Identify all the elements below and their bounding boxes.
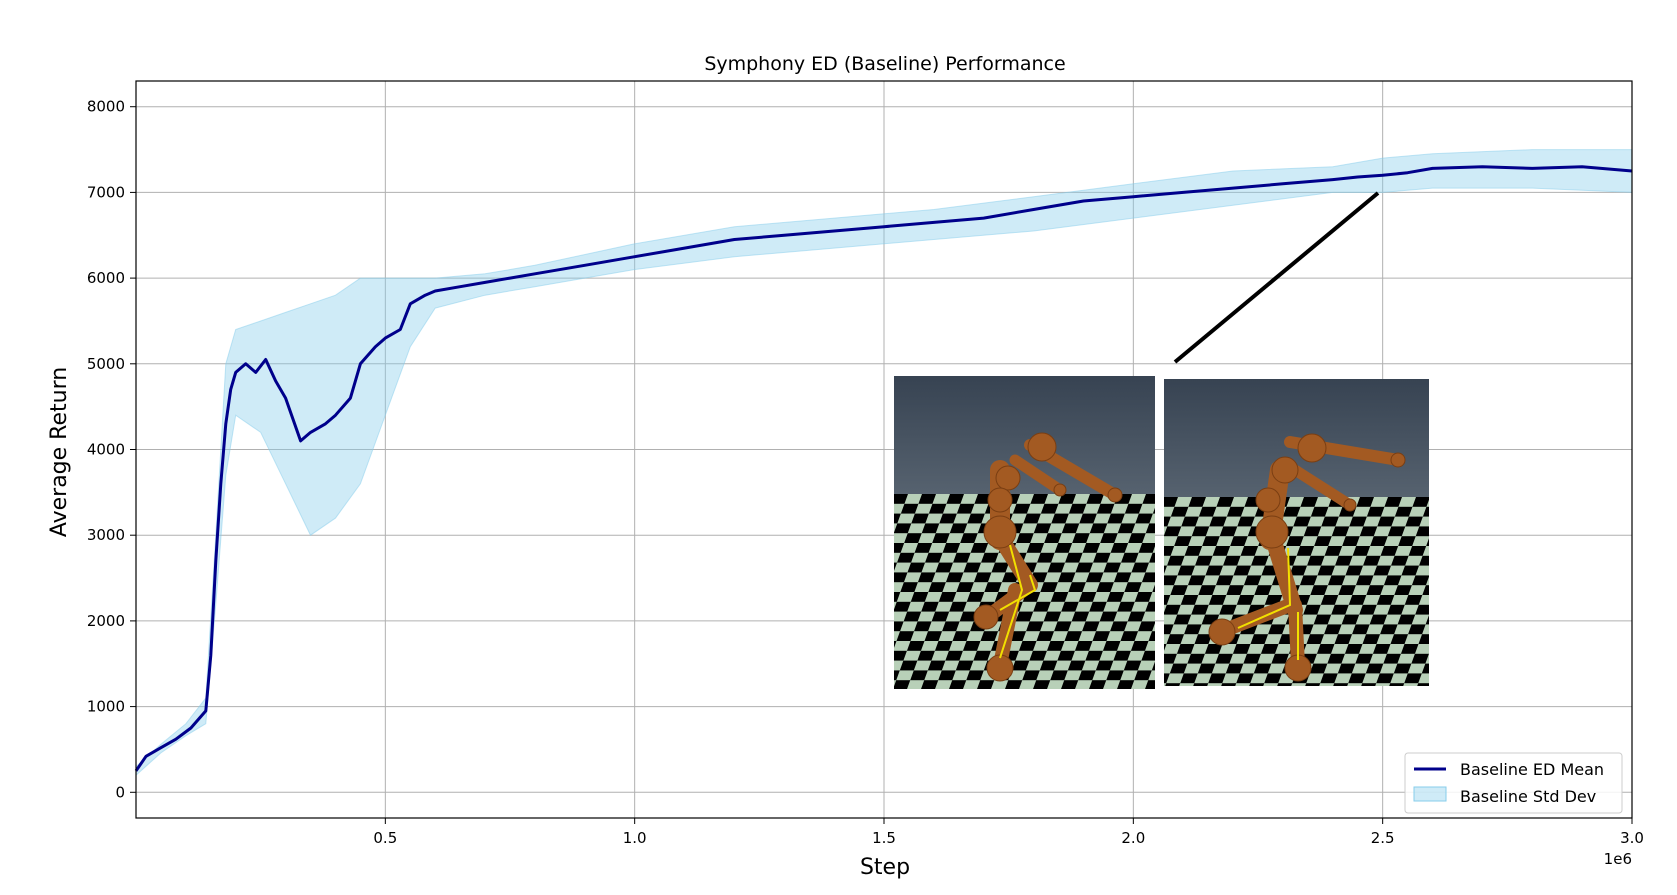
y-tick-label: 8000 bbox=[87, 98, 125, 116]
x-offset-label: 1e6 bbox=[1604, 850, 1632, 868]
y-tick-label: 4000 bbox=[87, 441, 125, 459]
y-tick-label: 2000 bbox=[87, 612, 125, 630]
mean-line bbox=[134, 165, 1633, 772]
legend-std-swatch bbox=[1413, 786, 1447, 802]
x-tick-label: 3.0 bbox=[1620, 829, 1644, 847]
humanoid-inset bbox=[894, 191, 1429, 689]
legend-box bbox=[1404, 752, 1623, 814]
legend-std-label: Baseline Std Dev bbox=[1460, 787, 1596, 806]
y-tick-label: 6000 bbox=[87, 269, 125, 287]
x-tick-label: 1.0 bbox=[623, 829, 647, 847]
x-tick-label: 2.5 bbox=[1371, 829, 1395, 847]
y-tick-label: 1000 bbox=[87, 698, 125, 716]
y-axis-label: Average Return bbox=[47, 367, 72, 537]
y-tick-label: 5000 bbox=[87, 355, 125, 373]
legend-mean-label: Baseline ED Mean bbox=[1460, 760, 1604, 779]
x-tick-label: 0.5 bbox=[373, 829, 397, 847]
axes: 0.5 1.0 1.5 2.0 2.5 3.0 0 1000 2000 3000 4000 5000 6… bbox=[87, 80, 1644, 847]
chart-title: Symphony ED (Baseline) Performance bbox=[704, 53, 1065, 75]
humanoid-frame-left bbox=[894, 376, 1155, 689]
x-axis-label: Step bbox=[860, 855, 910, 880]
humanoid-frame-right bbox=[1164, 379, 1429, 686]
inset-pointer-line bbox=[1173, 191, 1380, 364]
y-tick-label: 7000 bbox=[87, 183, 125, 201]
legend: Baseline ED Mean Baseline Std Dev bbox=[1404, 752, 1623, 814]
x-tick-label: 1.5 bbox=[872, 829, 896, 847]
plot-frame bbox=[135, 80, 1633, 819]
mean-line-path bbox=[134, 165, 1633, 772]
y-tick-label: 0 bbox=[115, 783, 125, 801]
x-tick-label: 2.0 bbox=[1121, 829, 1145, 847]
y-tick-label: 3000 bbox=[87, 526, 125, 544]
